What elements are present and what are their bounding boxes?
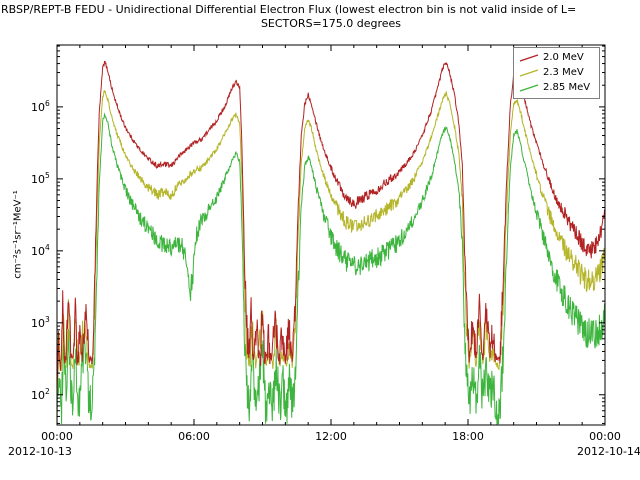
legend-label: 2.3 MeV	[543, 66, 584, 78]
svg-text:103: 103	[31, 315, 50, 330]
chart-subtitle: SECTORS=175.0 degrees	[260, 17, 402, 30]
legend-line-2.3mev-icon	[519, 68, 539, 77]
svg-text:00:00: 00:00	[589, 430, 621, 443]
svg-text:106: 106	[31, 99, 50, 114]
svg-text:105: 105	[31, 171, 50, 186]
svg-text:18:00: 18:00	[452, 430, 484, 443]
svg-text:00:00: 00:00	[41, 430, 73, 443]
svg-text:102: 102	[31, 387, 50, 402]
legend-label: 2.85 MeV	[543, 81, 591, 93]
svg-text:2012-10-13: 2012-10-13	[8, 445, 72, 458]
svg-text:12:00: 12:00	[315, 430, 347, 443]
legend-item: 2.85 MeV	[518, 80, 595, 95]
svg-text:2012-10-14: 2012-10-14	[577, 445, 640, 458]
chart-title: RBSP/REPT-B FEDU - Unidirectional Differ…	[1, 3, 577, 16]
legend-label: 2.0 MeV	[543, 51, 584, 63]
legend-item: 2.3 MeV	[518, 65, 595, 80]
legend-item: 2.0 MeV	[518, 50, 595, 65]
legend-line-2.0mev-icon	[519, 53, 539, 62]
legend-line-2.85mev-icon	[519, 83, 539, 92]
y-axis-label: cm⁻²s⁻¹sr⁻¹MeV⁻¹	[12, 190, 24, 279]
legend: 2.0 MeV 2.3 MeV 2.85 MeV	[513, 47, 600, 99]
svg-text:104: 104	[31, 243, 50, 258]
svg-text:06:00: 06:00	[178, 430, 210, 443]
